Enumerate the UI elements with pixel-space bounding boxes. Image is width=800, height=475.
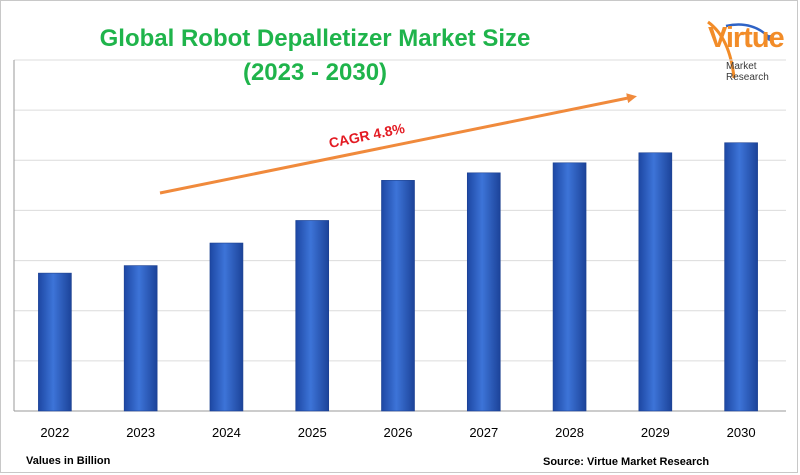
x-tick-label: 2026 bbox=[384, 425, 413, 440]
bar-2028 bbox=[552, 162, 587, 412]
bar-2022 bbox=[38, 272, 72, 412]
x-tick-label: 2024 bbox=[212, 425, 241, 440]
bar-2024 bbox=[209, 242, 244, 412]
source-note: Source: Virtue Market Research bbox=[543, 456, 710, 468]
bar-2025 bbox=[295, 220, 330, 412]
x-tick-label: 2029 bbox=[641, 425, 670, 440]
bar-2029 bbox=[638, 152, 673, 412]
title-line-2: (2023 - 2030) bbox=[242, 59, 388, 86]
virtue-logo-icon bbox=[707, 20, 773, 79]
values-unit-note: Values in Billion bbox=[26, 455, 111, 467]
x-tick-labels: 2022 2023 2024 2025 2026 2027 2028 2029 2030 bbox=[40, 425, 755, 440]
title-line-1: Global Robot Depalletizer Market Size bbox=[99, 25, 531, 52]
logo-brand: Virtue bbox=[708, 22, 785, 54]
chart-title: Global Robot Depalletizer Market Size (2… bbox=[60, 22, 570, 90]
bar-2023 bbox=[123, 265, 158, 412]
bar-2027 bbox=[466, 172, 501, 412]
x-tick-label: 2023 bbox=[126, 425, 155, 440]
x-tick-label: 2022 bbox=[40, 425, 69, 440]
x-tick-label: 2028 bbox=[555, 425, 584, 440]
bar-2026 bbox=[381, 180, 415, 412]
x-tick-label: 2030 bbox=[727, 425, 756, 440]
cagr-arrow bbox=[159, 93, 637, 195]
bars bbox=[38, 142, 758, 412]
x-tick-label: 2027 bbox=[469, 425, 498, 440]
x-tick-label: 2025 bbox=[298, 425, 327, 440]
bar-2030 bbox=[724, 142, 758, 412]
logo-subtitle: Market Research bbox=[726, 61, 769, 83]
